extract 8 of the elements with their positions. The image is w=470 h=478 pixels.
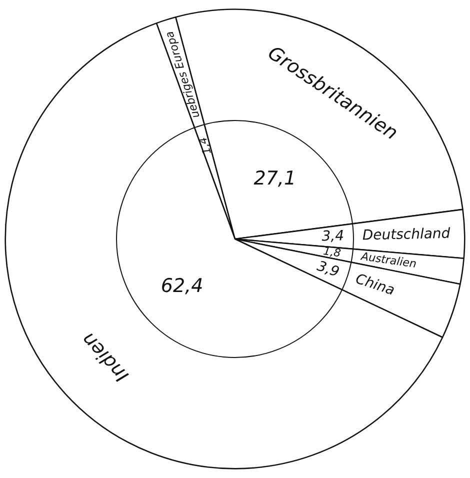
data-label: 1,8 (322, 244, 342, 260)
data-label: 3,9 (314, 258, 342, 281)
slice-label: Deutschland (362, 226, 451, 244)
data-label: 62,4 (160, 275, 204, 298)
data-label: 27,1 (254, 167, 296, 190)
data-label: 3,4 (322, 228, 344, 245)
slice-label: Australien (359, 250, 418, 271)
slice-label: China (354, 271, 397, 299)
